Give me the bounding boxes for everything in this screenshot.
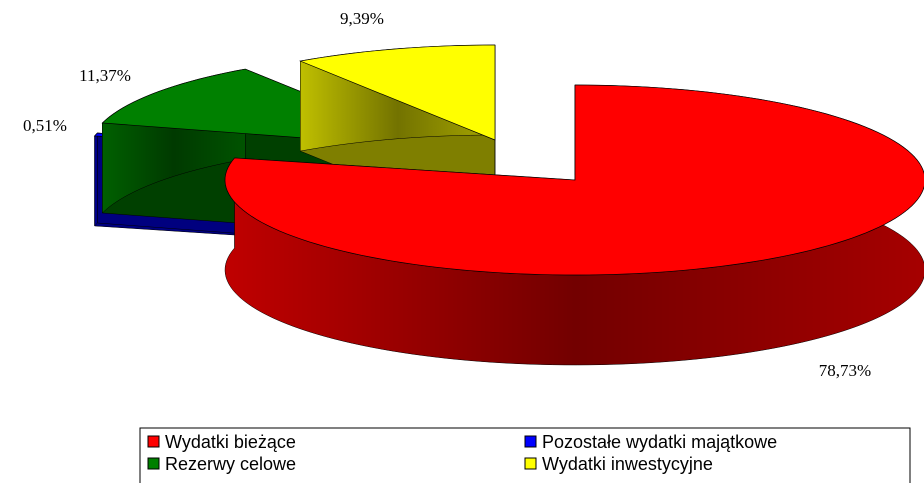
legend-swatch [524, 435, 537, 448]
legend-label: Pozostałe wydatki majątkowe [542, 432, 777, 452]
slice-top [224, 84, 924, 276]
pie: 0,51% 11,37% 9,39% 78,73% [23, 9, 924, 380]
legend-label: Wydatki bieżące [165, 432, 296, 452]
slice-top [299, 44, 496, 141]
data-label: 78,73% [819, 361, 871, 380]
slice [224, 84, 924, 366]
legend-swatch [147, 457, 160, 470]
slice-wall-shade [94, 132, 98, 226]
data-label: 9,39% [340, 9, 384, 28]
legend-label: Wydatki inwestycyjne [542, 454, 713, 474]
legend-label: Rezerwy celowe [165, 454, 296, 474]
data-label: 11,37% [79, 66, 131, 85]
legend-swatch [524, 457, 537, 470]
legend: Wydatki bieżące Pozostałe wydatki majątko… [147, 432, 777, 474]
data-label: 0,51% [23, 116, 67, 135]
legend-swatch [147, 435, 160, 448]
